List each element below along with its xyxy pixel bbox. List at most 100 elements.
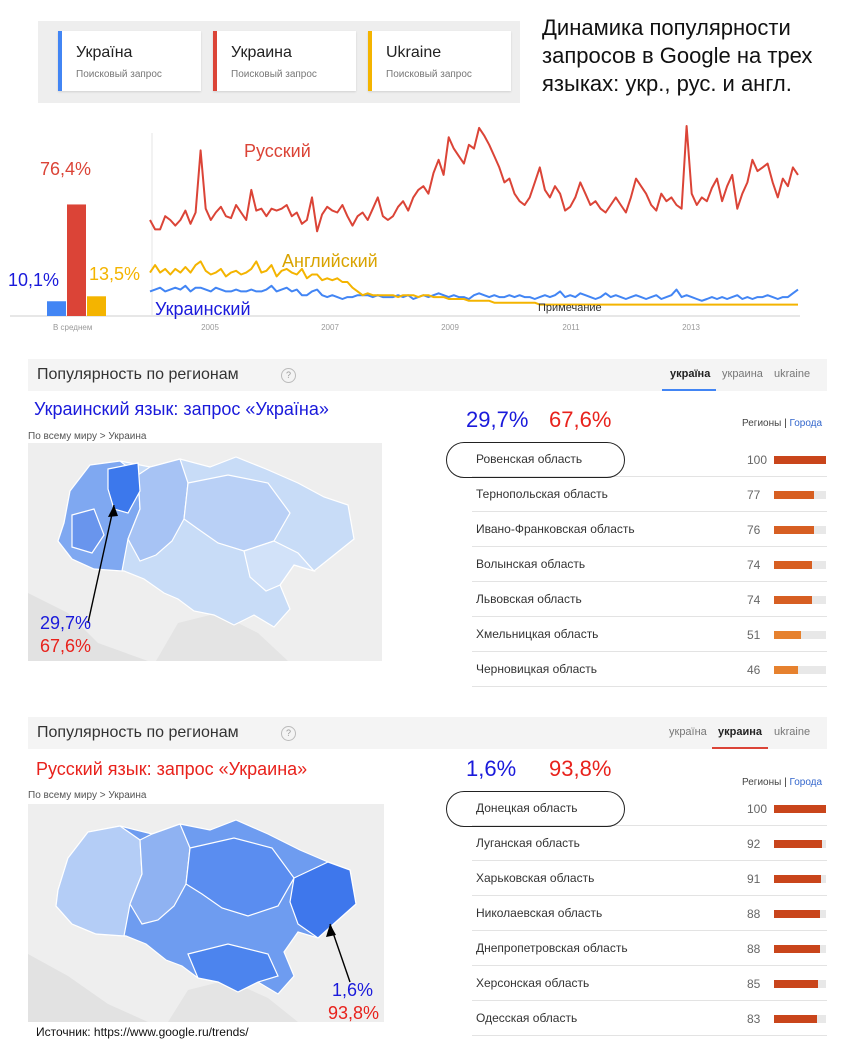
region-name[interactable]: Донецкая область: [476, 801, 578, 815]
trend-lines: [149, 125, 799, 306]
pct-ukr: 1,6%: [466, 756, 517, 781]
region-name[interactable]: Тернопольская область: [476, 487, 608, 501]
region-name[interactable]: Луганская область: [476, 836, 580, 850]
region-city-toggle: Регионы | Города: [742, 418, 822, 429]
regions-link[interactable]: Регионы: [742, 418, 782, 429]
region-bar-fill: [774, 1015, 818, 1023]
breadcrumb[interactable]: По всему миру > Украина: [28, 790, 147, 801]
trend-chart: 2005 2007 2009 2011 2013 76,4% 10,1% 13,5% В…: [8, 125, 800, 332]
help-icon[interactable]: ?: [281, 368, 296, 383]
region-value: 91: [747, 872, 761, 886]
map-south-regions: [187, 943, 279, 993]
region-bar-track: [774, 561, 826, 569]
region-name[interactable]: Днепропетровская область: [476, 941, 628, 955]
region-row[interactable]: Волынская область 74: [472, 547, 827, 582]
region-row[interactable]: Херсонская область 85: [472, 966, 827, 1001]
term-card-eng[interactable]: Ukraine Поисковый запрос: [368, 31, 511, 91]
region-bar-track: [774, 980, 826, 988]
region-bar-fill: [774, 910, 820, 918]
map-center-regions: [185, 837, 295, 917]
region-row[interactable]: Николаевская область 88: [472, 896, 827, 931]
region-value: 76: [747, 523, 761, 537]
region-value: 88: [747, 907, 761, 921]
term-name: Україна: [76, 44, 133, 61]
region-row[interactable]: Черновицкая область 46: [472, 652, 827, 687]
avg-bar-rus: [67, 204, 86, 316]
tab-ukr[interactable]: україна: [669, 726, 707, 738]
regions-link[interactable]: Регионы: [742, 777, 782, 788]
region-bar-fill: [774, 456, 826, 464]
cities-link[interactable]: Города: [789, 777, 823, 788]
series-line-ukr: [149, 284, 799, 302]
region-row[interactable]: Тернопольская область 77: [472, 477, 827, 512]
series-label-ukr: Украинский: [155, 299, 251, 319]
region-bar-track: [774, 945, 826, 953]
help-icon[interactable]: ?: [281, 726, 296, 741]
region-row[interactable]: Ровенская область 100: [472, 442, 827, 477]
breadcrumb[interactable]: По всему миру > Украина: [28, 431, 147, 442]
region-bar-track: [774, 526, 826, 534]
region-name[interactable]: Херсонская область: [476, 976, 590, 990]
average-bars: [47, 204, 106, 316]
region-name[interactable]: Одесская область: [476, 1011, 578, 1025]
region-value: 77: [747, 488, 761, 502]
region-bar-track: [774, 805, 826, 813]
region-bar-fill: [774, 666, 798, 674]
panel-header-1: Популярность по регионам ? україна украи…: [28, 359, 827, 391]
map-pct-rus: 93,8%: [328, 1003, 380, 1023]
region-name[interactable]: Хмельницкая область: [476, 627, 599, 641]
region-bar-track: [774, 910, 826, 918]
tab-rus[interactable]: украина: [718, 726, 762, 738]
highlight-oval: [446, 791, 625, 827]
tab-eng[interactable]: ukraine: [774, 726, 811, 738]
region-bar-fill: [774, 526, 814, 534]
region-map-2: 1,6% 93,8%: [28, 804, 384, 1023]
note-label: Примечание: [538, 302, 602, 314]
pct-rus: 93,8%: [549, 756, 612, 781]
region-bar-track: [774, 491, 826, 499]
region-bar-fill: [774, 561, 813, 569]
headline: Динамика популярности запросов в Google …: [542, 15, 813, 96]
region-bar-track: [774, 840, 826, 848]
map-donetsk-region: [289, 861, 357, 939]
term-card-rus[interactable]: Украина Поисковый запрос: [213, 31, 356, 91]
region-name[interactable]: Ровенская область: [476, 452, 583, 466]
region-row[interactable]: Днепропетровская область 88: [472, 931, 827, 966]
region-row[interactable]: Харьковская область 91: [472, 861, 827, 896]
region-name[interactable]: Николаевская область: [476, 906, 603, 920]
region-row[interactable]: Одесская область 83: [472, 1001, 827, 1036]
region-bar-fill: [774, 980, 819, 988]
x-tick-label: 2011: [562, 323, 580, 332]
avg-bar-eng: [87, 296, 106, 316]
cities-link[interactable]: Города: [789, 418, 823, 429]
sea-area: [168, 980, 298, 1022]
bar-label-rus: 76,4%: [40, 159, 91, 179]
region-bar-fill: [774, 945, 820, 953]
region-row[interactable]: Хмельницкая область 51: [472, 617, 827, 652]
region-name[interactable]: Волынская область: [476, 557, 586, 571]
term-sub: Поисковый запрос: [386, 69, 472, 80]
arrow-head: [108, 505, 118, 517]
region-name[interactable]: Черновицкая область: [476, 662, 598, 676]
region-row[interactable]: Луганская область 92: [472, 826, 827, 861]
panel-subtitle-2: Русский язык: запрос «Украина»: [36, 759, 308, 779]
region-row[interactable]: Ивано-Франковская область 76: [472, 512, 827, 547]
panel-title: Популярность по регионам: [37, 724, 239, 741]
region-row[interactable]: Донецкая область 100: [472, 791, 827, 826]
region-value: 83: [747, 1012, 761, 1026]
neighbor-land: [28, 954, 148, 1022]
region-name[interactable]: Ивано-Франковская область: [476, 522, 635, 536]
term-card-ukr[interactable]: Україна Поисковый запрос: [58, 31, 201, 91]
highlight-oval: [446, 442, 625, 478]
tab-rus[interactable]: украина: [722, 368, 763, 380]
region-name[interactable]: Харьковская область: [476, 871, 595, 885]
tab-ukr[interactable]: україна: [670, 368, 711, 380]
map-south-east: [243, 540, 316, 592]
x-tick-label: 2009: [441, 323, 459, 332]
pct-ukr: 29,7%: [466, 407, 529, 432]
tab-eng[interactable]: ukraine: [774, 368, 811, 380]
region-row[interactable]: Львовская область 74: [472, 582, 827, 617]
region-name[interactable]: Львовская область: [476, 592, 582, 606]
sea-area: [156, 613, 288, 661]
active-tab-indicator: [712, 747, 768, 749]
